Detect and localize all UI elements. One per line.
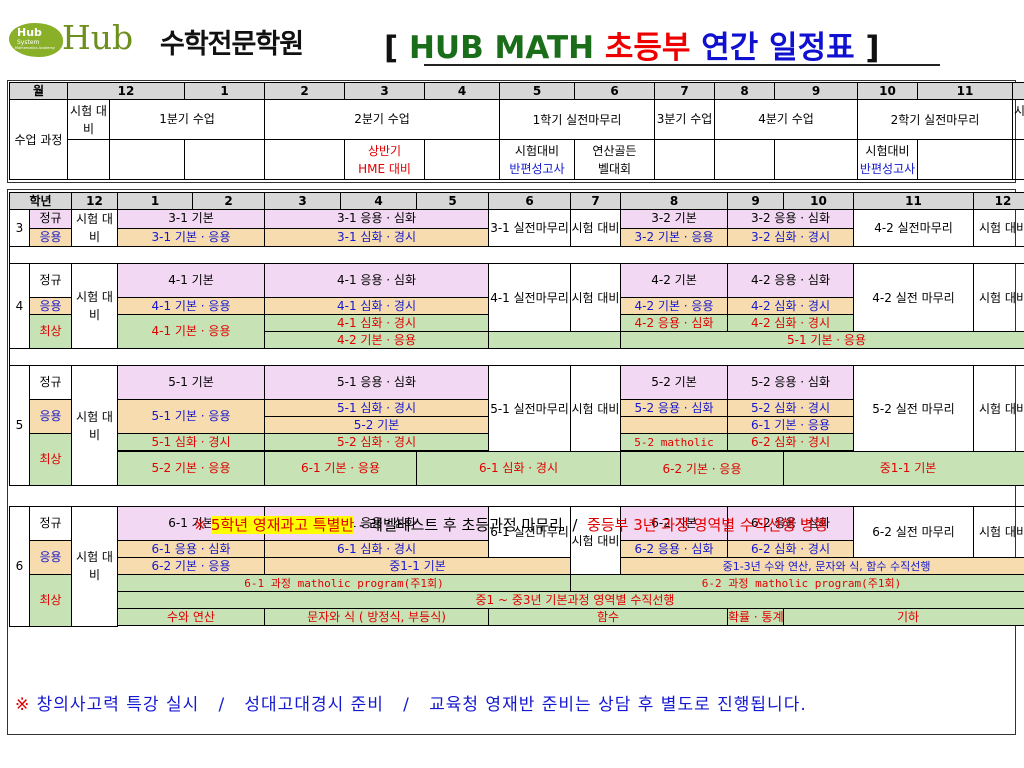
logo-text: Hub	[62, 18, 134, 57]
footer-notice: ※ 창의사고력 특강 실시 / 성대고대경시 준비 / 교육청 영재반 준비는 …	[15, 695, 807, 715]
logo-mark: Hub System Mathematics Academy	[9, 23, 63, 57]
grade-schedule-table: 학년 12 1 2 3 4 5 6 7 8 9 10 11 12 3 정규 시험…	[8, 192, 1024, 627]
course-schedule-table: 월 12 1 2 3 4 5 6 7 8 9 10 11 12 수업 과정 시험…	[9, 82, 1024, 180]
hme-prep: 상반기 HME 대비	[344, 139, 426, 180]
academy-name: 수학전문학원	[160, 29, 304, 60]
special-class-notice: ※ 5학년 영재과고 특별반 - 레벨테스트 후 초등과정 마무리 / 중등부 …	[193, 516, 828, 534]
header: Hub System Mathematics Academy Hub 수학전문학…	[0, 0, 1024, 76]
grade-4: 4	[9, 263, 30, 349]
course-label: 수업 과정	[9, 99, 68, 180]
month-header: 월	[9, 82, 68, 100]
grade-5: 5	[9, 365, 30, 486]
page-title: [ HUB MATH 초등부 연간 일정표 ]	[384, 30, 880, 66]
title-underline	[424, 64, 940, 66]
grade-3: 3	[9, 209, 30, 247]
